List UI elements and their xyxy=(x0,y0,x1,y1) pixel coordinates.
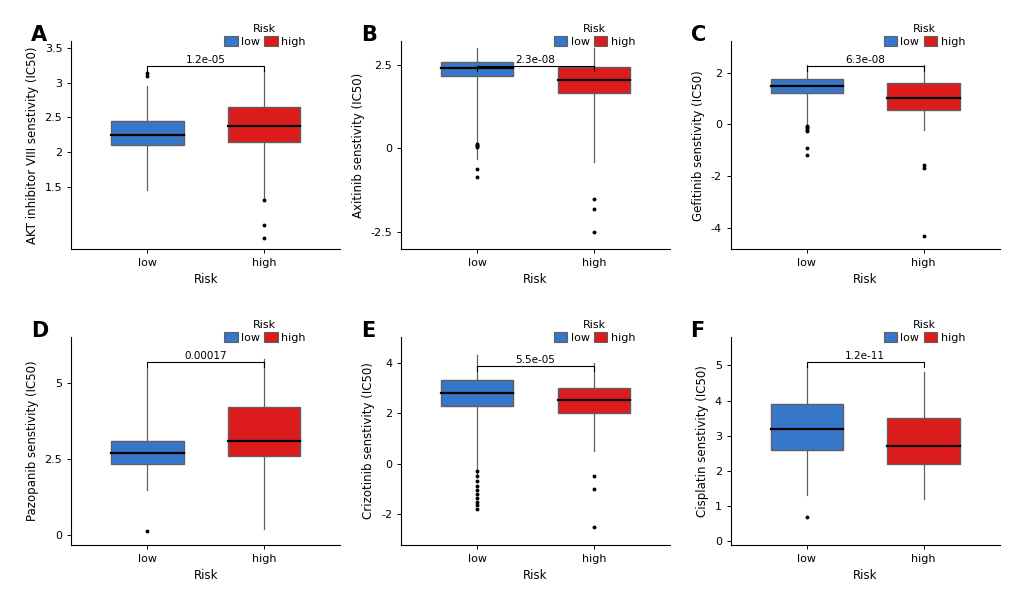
Bar xyxy=(111,121,183,145)
Bar xyxy=(440,62,513,76)
X-axis label: Risk: Risk xyxy=(852,274,876,287)
Text: 5.5e-05: 5.5e-05 xyxy=(515,355,555,365)
Bar xyxy=(440,380,513,406)
Legend: low, high: low, high xyxy=(551,318,637,345)
X-axis label: Risk: Risk xyxy=(194,274,218,287)
Text: B: B xyxy=(361,25,376,45)
X-axis label: Risk: Risk xyxy=(523,274,547,287)
Bar xyxy=(557,67,630,94)
Legend: low, high: low, high xyxy=(551,22,637,49)
Bar xyxy=(227,107,300,141)
X-axis label: Risk: Risk xyxy=(194,570,218,582)
Text: 2.3e-08: 2.3e-08 xyxy=(515,55,555,65)
Y-axis label: Cisplatin senstivity (IC50): Cisplatin senstivity (IC50) xyxy=(696,365,708,517)
Y-axis label: AKT inhibitor VIII senstivity (IC50): AKT inhibitor VIII senstivity (IC50) xyxy=(26,46,39,244)
Bar xyxy=(227,407,300,456)
Bar xyxy=(770,404,843,450)
Bar xyxy=(111,441,183,464)
Text: F: F xyxy=(690,321,704,340)
Text: E: E xyxy=(361,321,375,340)
Text: 6.3e-08: 6.3e-08 xyxy=(845,55,884,65)
Text: C: C xyxy=(690,25,705,45)
Y-axis label: Gefitinib senstivity (IC50): Gefitinib senstivity (IC50) xyxy=(692,70,704,220)
Bar xyxy=(770,79,843,94)
Y-axis label: Axitinib senstivity (IC50): Axitinib senstivity (IC50) xyxy=(352,72,365,218)
Text: 0.00017: 0.00017 xyxy=(184,351,227,361)
Legend: low, high: low, high xyxy=(222,22,308,49)
Text: A: A xyxy=(31,25,47,45)
Text: 1.2e-05: 1.2e-05 xyxy=(185,55,225,65)
Legend: low, high: low, high xyxy=(222,318,308,345)
Text: D: D xyxy=(31,321,48,340)
Text: 1.2e-11: 1.2e-11 xyxy=(845,351,884,361)
Bar xyxy=(557,388,630,413)
Y-axis label: Crizotinib senstivity (IC50): Crizotinib senstivity (IC50) xyxy=(362,362,375,519)
Legend: low, high: low, high xyxy=(880,318,966,345)
Bar xyxy=(887,83,959,110)
Legend: low, high: low, high xyxy=(880,22,966,49)
Y-axis label: Pazopanib senstivity (IC50): Pazopanib senstivity (IC50) xyxy=(26,361,39,522)
X-axis label: Risk: Risk xyxy=(523,570,547,582)
Bar xyxy=(887,418,959,464)
X-axis label: Risk: Risk xyxy=(852,570,876,582)
